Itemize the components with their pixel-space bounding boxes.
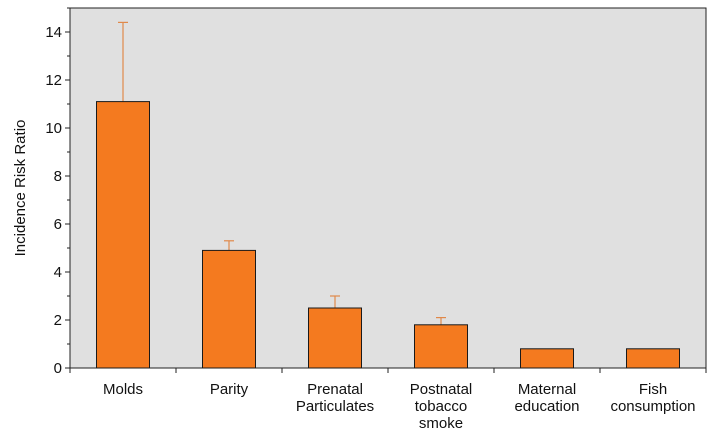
y-tick-label: 8 xyxy=(54,168,62,185)
x-tick-label: Postnatal tobacco smoke xyxy=(410,381,473,432)
plot-area xyxy=(69,7,707,369)
bar xyxy=(96,101,150,369)
x-tick-label: Prenatal Particulates xyxy=(296,381,374,415)
y-tick-label: 4 xyxy=(54,264,62,281)
y-tick-label: 2 xyxy=(54,312,62,329)
y-tick-label: 0 xyxy=(54,360,62,377)
x-tick-label: Molds xyxy=(103,381,143,398)
error-bars xyxy=(118,21,446,325)
y-axis: 0 2 4 6 8 10 12 14 xyxy=(45,7,70,377)
y-tick-label: 14 xyxy=(45,24,62,41)
x-tick-label: Maternal education xyxy=(514,381,579,415)
y-axis-label: Incidence Risk Ratio xyxy=(12,120,29,257)
x-tick-label: Fish consumption xyxy=(610,381,695,415)
x-axis: Molds Parity Prenatal Particulates Postnatal… xyxy=(69,368,707,432)
bar xyxy=(626,348,680,369)
bar xyxy=(520,348,574,369)
bars xyxy=(96,101,680,369)
bar xyxy=(202,249,256,369)
y-tick-label: 6 xyxy=(54,216,62,233)
bar xyxy=(414,324,468,369)
x-tick-label: Parity xyxy=(210,381,249,398)
bar xyxy=(308,307,362,369)
y-tick-label: 12 xyxy=(45,72,62,89)
y-tick-label: 10 xyxy=(45,120,62,137)
